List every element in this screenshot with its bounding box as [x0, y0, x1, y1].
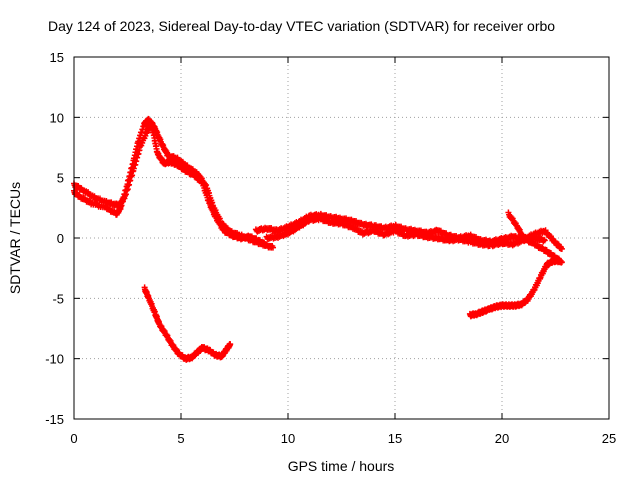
x-axis-label: GPS time / hours — [288, 458, 395, 474]
series-arc-7 — [466, 256, 563, 320]
x-tick-label: 25 — [602, 431, 616, 446]
x-tick-label: 20 — [495, 431, 509, 446]
y-tick-label: 0 — [57, 231, 64, 246]
x-tick-label: 15 — [388, 431, 402, 446]
series-arc-6 — [141, 284, 234, 363]
x-tick-label: 0 — [70, 431, 77, 446]
y-tick-label: -10 — [45, 352, 64, 367]
x-tick-label: 5 — [177, 431, 184, 446]
series-arc-2 — [71, 118, 277, 251]
data-point — [541, 237, 548, 244]
chart-title: Day 124 of 2023, Sidereal Day-to-day VTE… — [48, 18, 555, 34]
data-point — [270, 244, 277, 251]
x-tick-label: 10 — [281, 431, 295, 446]
y-tick-label: 15 — [50, 50, 64, 65]
axis-ticks: 0 5 10 15 20 25 -15 -10 -5 0 5 10 15 — [45, 50, 616, 446]
y-tick-label: 5 — [57, 171, 64, 186]
data-point — [558, 245, 565, 252]
data-point — [556, 257, 563, 264]
y-tick-label: -15 — [45, 412, 64, 427]
y-axis-label: SDTVAR / TECUs — [7, 182, 23, 294]
data-point — [227, 341, 234, 348]
y-tick-label: 10 — [50, 110, 64, 125]
y-tick-label: -5 — [52, 291, 64, 306]
data-markers — [71, 115, 565, 363]
